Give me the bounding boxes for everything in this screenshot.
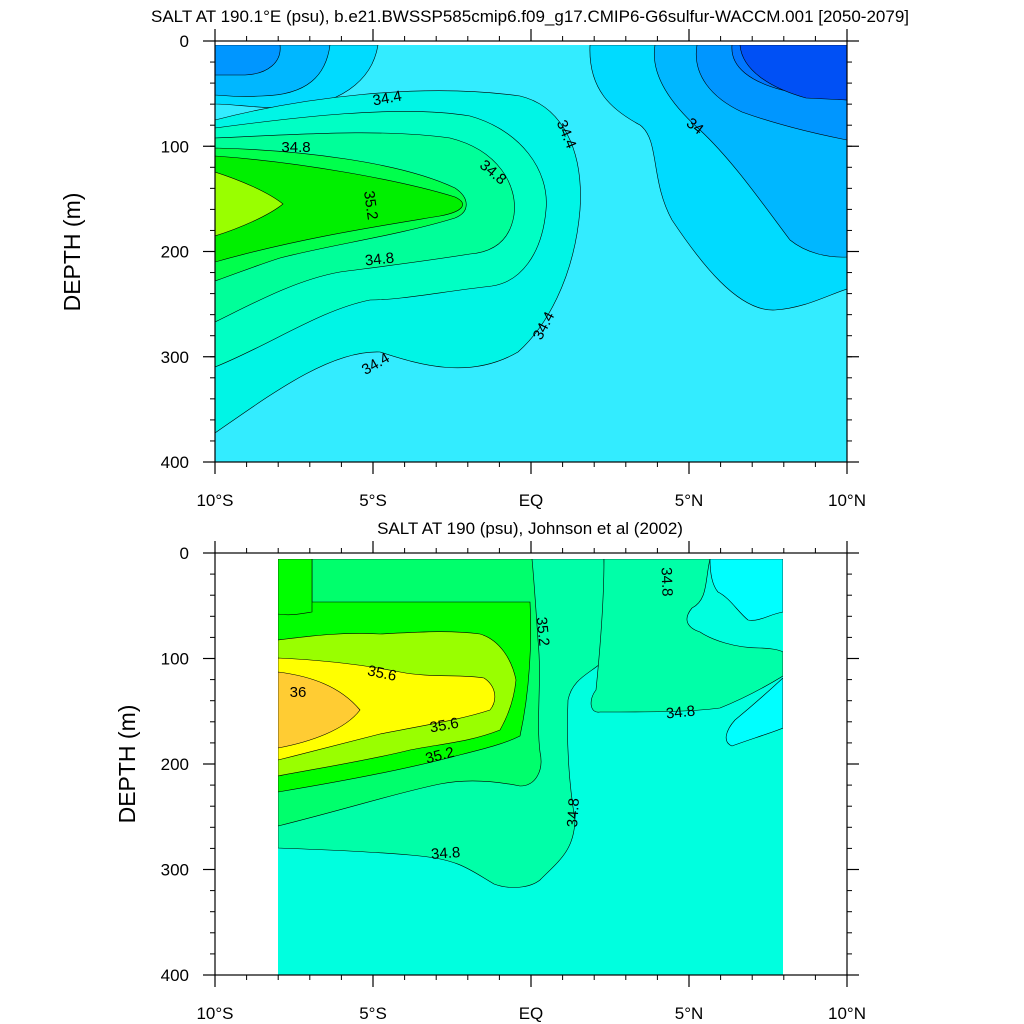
bottom-plot-axes: 0 100 200 300 400 10°S 5°S EQ 5°N 10°N bbox=[161, 541, 866, 1023]
top-band-35.6 bbox=[215, 171, 284, 237]
bottom-y-tick-label: 200 bbox=[161, 755, 189, 774]
bottom-band-34.6b bbox=[725, 677, 783, 747]
top-contour-label: 34.8 bbox=[364, 250, 395, 270]
bottom-x-tick-label: 10°N bbox=[828, 1004, 866, 1023]
bottom-contour-label: 34.8 bbox=[564, 798, 583, 828]
bottom-y-axis-label: DEPTH (m) bbox=[114, 705, 140, 824]
bottom-contour-label: 35.6 bbox=[366, 662, 398, 685]
bottom-band-34.6 bbox=[709, 559, 783, 621]
bottom-contour-label: 34.8 bbox=[657, 567, 675, 597]
bottom-band-36.0 bbox=[278, 671, 361, 749]
bottom-contour-label: 36 bbox=[290, 684, 307, 701]
top-band-33.8-south bbox=[215, 45, 281, 76]
bottom-y-tick-label: 400 bbox=[161, 966, 189, 985]
bottom-x-tick-label: 10°S bbox=[196, 1004, 233, 1023]
top-y-axis-label: DEPTH (m) bbox=[59, 193, 85, 312]
bottom-band-35.4b bbox=[278, 559, 313, 616]
top-contour-field bbox=[215, 45, 847, 462]
top-band-35.4 bbox=[215, 155, 463, 263]
top-x-tick-label: EQ bbox=[519, 491, 544, 510]
top-y-tick-label: 200 bbox=[161, 243, 189, 262]
bottom-contour-label: 35.2 bbox=[424, 744, 456, 768]
top-x-tick-label: 10°N bbox=[828, 491, 866, 510]
top-chart-title: SALT AT 190.1°E (psu), b.e21.BWSSP585cmi… bbox=[151, 7, 909, 26]
bottom-y-tick-label: 300 bbox=[161, 861, 189, 880]
top-plot-axes: 0 100 200 300 400 10°S 5°S EQ 5°N 10°N bbox=[161, 29, 866, 510]
bottom-contour-label: 35.6 bbox=[428, 715, 460, 737]
bottom-y-tick-label: 100 bbox=[161, 650, 189, 669]
top-x-tick-label: 5°S bbox=[359, 491, 387, 510]
bottom-chart-title: SALT AT 190 (psu), Johnson et al (2002) bbox=[377, 519, 683, 538]
bottom-x-tick-label: EQ bbox=[519, 1004, 544, 1023]
top-y-tick-label: 100 bbox=[161, 137, 189, 156]
top-y-tick-label: 400 bbox=[161, 453, 189, 472]
bottom-band-35.0-north bbox=[590, 559, 783, 713]
bottom-contour-label: 34.8 bbox=[431, 844, 461, 863]
bottom-y-tick-label: 0 bbox=[180, 544, 189, 563]
top-contour-label: 34.8 bbox=[281, 139, 310, 156]
top-contour-label: 35.2 bbox=[360, 190, 381, 221]
top-x-tick-label: 5°N bbox=[675, 491, 704, 510]
top-y-tick-label: 300 bbox=[161, 348, 189, 367]
bottom-contour-label: 35.2 bbox=[532, 616, 552, 647]
top-y-tick-label: 0 bbox=[180, 32, 189, 51]
top-band-33.4 bbox=[739, 45, 847, 101]
bottom-x-tick-label: 5°S bbox=[359, 1004, 387, 1023]
top-contour-label: 34.4 bbox=[371, 88, 403, 110]
bottom-band-35.8 bbox=[278, 657, 496, 761]
bottom-contour-label: 34.8 bbox=[665, 703, 696, 723]
bottom-contour-labels: 35.6 36 35.6 35.2 35.2 34.8 34.8 34.8 34… bbox=[290, 567, 696, 863]
bottom-x-tick-label: 5°N bbox=[675, 1004, 704, 1023]
top-contour-label: 34 bbox=[683, 115, 707, 139]
bottom-contour-field bbox=[278, 559, 783, 975]
top-x-tick-label: 10°S bbox=[196, 491, 233, 510]
